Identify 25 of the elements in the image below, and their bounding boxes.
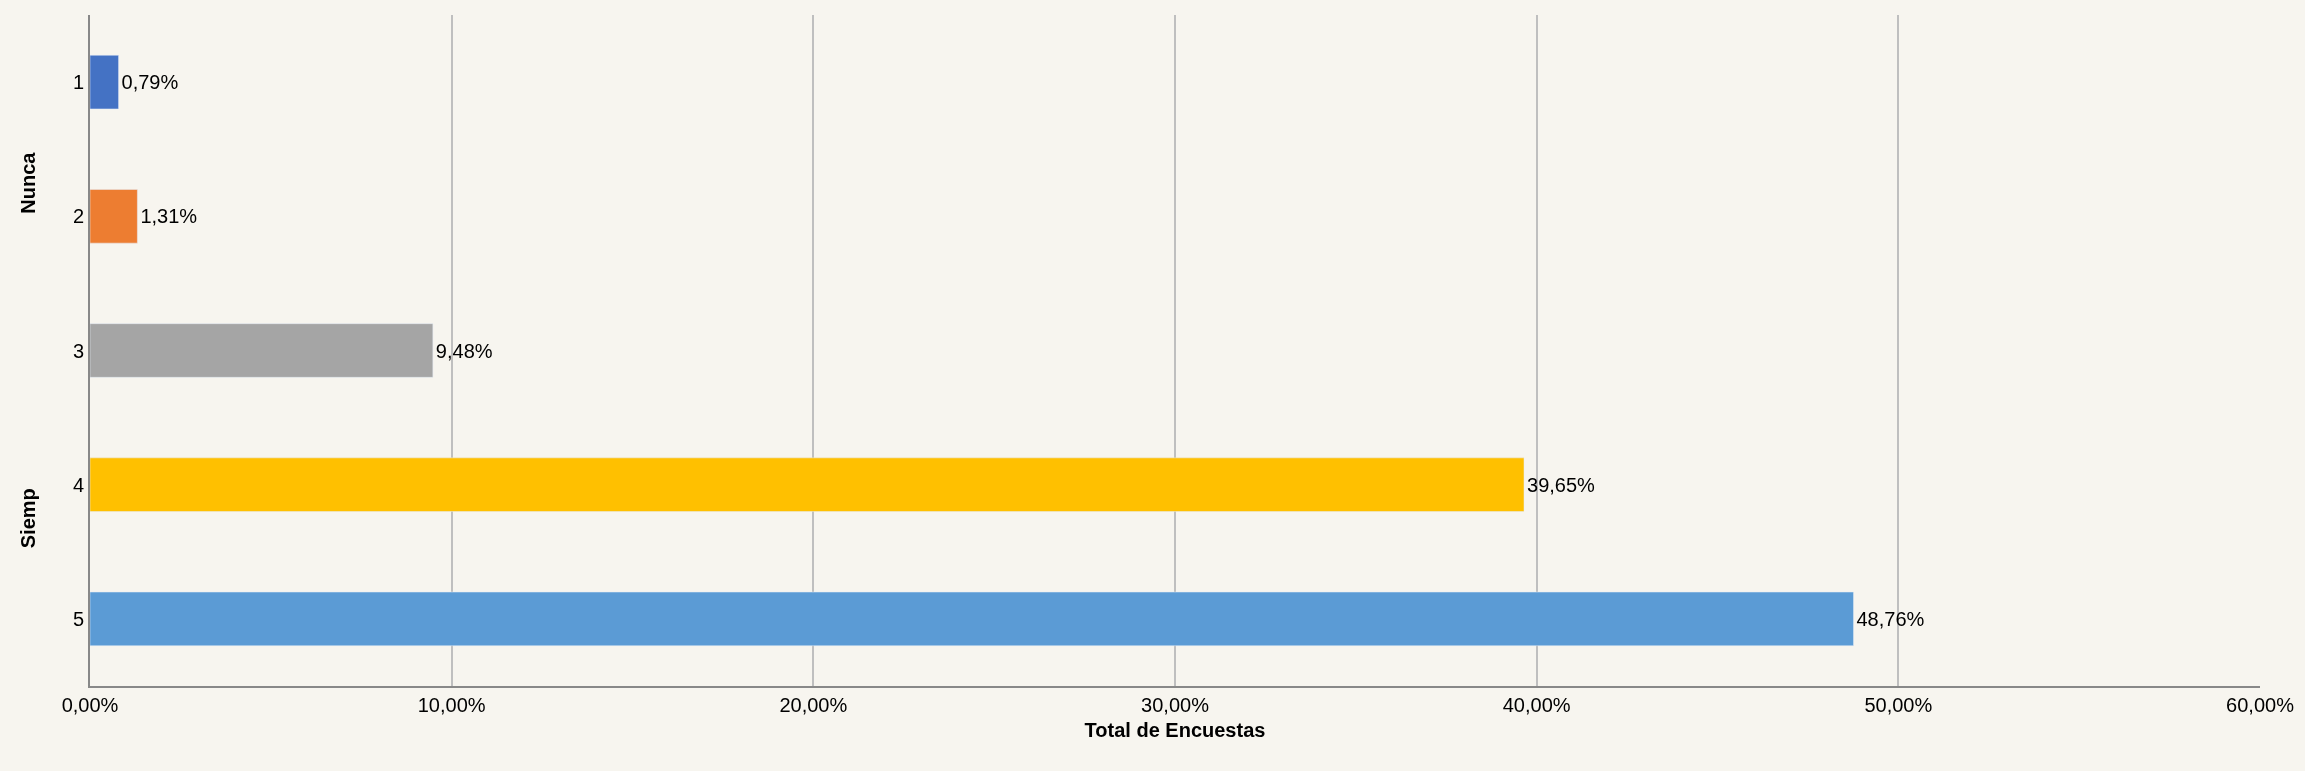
x-tick-label: 0,00% [61, 694, 119, 716]
text: Siemp [16, 488, 39, 549]
y-tick-label: 2 [72, 205, 84, 228]
bar [90, 457, 1525, 512]
data-label: 48,76% [1856, 607, 1925, 630]
y-tick-label: 5 [72, 607, 84, 630]
x-tick-label: 60,00% [2226, 694, 2295, 716]
data-label: 1,31% [140, 205, 198, 228]
bar [90, 55, 119, 110]
x-axis-title: Total de Encuestas [1084, 719, 1266, 741]
x-tick-label: 30,00% [1141, 694, 1210, 716]
text: Nunca [17, 151, 40, 214]
y-tick-label: 1 [72, 71, 84, 94]
bar [90, 591, 1854, 646]
y-tick-label: 3 [72, 339, 84, 362]
data-label: 0,79% [121, 71, 179, 94]
x-tick-label: 50,00% [1864, 694, 1933, 716]
data-label: 9,48% [435, 339, 493, 362]
x-tick-label: 40,00% [1502, 694, 1571, 716]
x-tick-label: 10,00% [417, 694, 486, 716]
bar [90, 189, 138, 244]
bar [90, 323, 434, 378]
data-label: 39,65% [1527, 473, 1596, 496]
y-tick-label: 4 [72, 473, 84, 496]
x-tick-label: 20,00% [779, 694, 848, 716]
